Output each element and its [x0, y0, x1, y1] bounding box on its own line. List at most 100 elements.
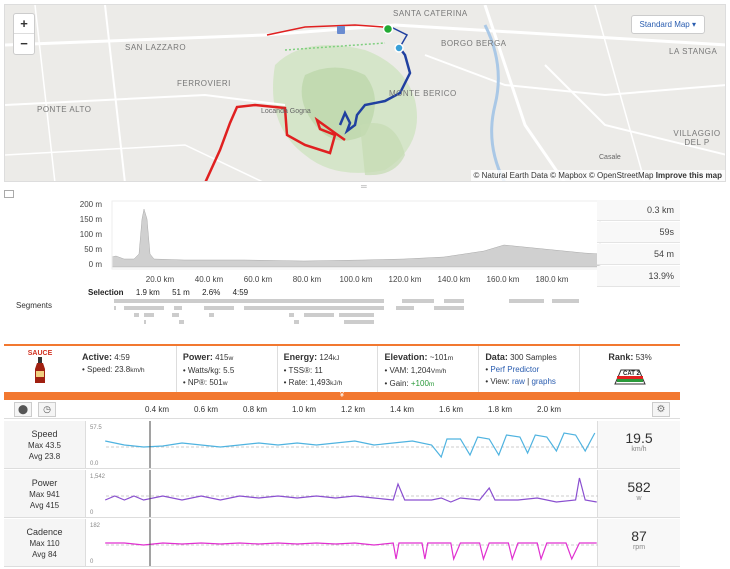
route-map[interactable]: SANTA CATERINA SAN LAZZARO FERROVIERI PO… [4, 4, 726, 182]
metric-row-cadence[interactable]: Cadence Max 110 Avg 84 87 rpm 182 0 [4, 519, 680, 567]
segment-bar [304, 313, 334, 317]
map-label-san-lazzaro: SAN LAZZARO [125, 43, 187, 52]
power-value: 415 [215, 353, 229, 362]
distance-tick: 1.0 km [292, 405, 317, 414]
segment-bar [172, 313, 179, 317]
segment-bar [402, 299, 434, 303]
elevation-profile [111, 208, 601, 268]
elevation-x-tick: 160.0 km [487, 275, 520, 284]
clock-icon[interactable]: ◷ [38, 402, 56, 417]
segment-bar [204, 306, 234, 310]
elevation-y-tick: 150 m [80, 215, 103, 224]
elevation-y-tick: 50 m [84, 245, 102, 254]
map-type-select[interactable]: Standard Map ▾ [630, 15, 705, 34]
map-label-casale: Casale [599, 154, 621, 161]
metric-axis-top: 57.5 [90, 425, 102, 431]
elevation-x-tick: 100.0 km [340, 275, 373, 284]
metric-label: Cadence Max 110 Avg 84 [4, 519, 86, 566]
metric-name: Power [31, 478, 58, 488]
zoom-in-button[interactable]: + [14, 14, 34, 34]
elevation-x-tick: 180.0 km [536, 275, 569, 284]
metric-row-speed[interactable]: Speed Max 43.5 Avg 23.8 19.5 km/h 57.5 0.… [4, 421, 680, 469]
segments-label: Segments [16, 301, 53, 310]
metric-avg: Avg 415 [29, 501, 60, 510]
elevation-y-tick: 0 m [89, 260, 103, 269]
segment-bar [114, 306, 116, 310]
map-canvas [5, 5, 725, 181]
cat-badge-icon[interactable]: CAT 2 [613, 364, 647, 386]
metric-label: Speed Max 43.5 Avg 23.8 [4, 421, 86, 468]
energy-label: Energy: [283, 352, 318, 362]
distance-tick: 1.4 km [390, 405, 415, 414]
metric-max: Max 43.5 [28, 441, 61, 450]
marker-icon[interactable]: ⬤ [14, 402, 32, 417]
view-raw-link[interactable]: raw [512, 377, 525, 386]
distance-tick: 2.0 km [537, 405, 562, 414]
metric-graph: 1,542 0 [90, 470, 598, 517]
metric-value: 87 [631, 528, 647, 544]
data-value: 300 Samples [510, 353, 557, 362]
segment-bar [396, 306, 414, 310]
metric-axis-top: 182 [90, 523, 101, 529]
collapse-bar[interactable]: ¥ [4, 392, 680, 400]
perf-predictor-link[interactable]: Perf Predictor [490, 365, 540, 374]
segment-bar [294, 320, 299, 324]
metric-avg: Avg 84 [32, 550, 57, 559]
stat-distance: 0.3 km [597, 200, 680, 221]
map-resize-handle[interactable]: ═ [361, 182, 367, 191]
zoom-control: + − [13, 13, 35, 55]
metric-name: Cadence [26, 527, 63, 537]
np-unit: w [222, 380, 228, 387]
elevation-y-tick: 100 m [80, 230, 103, 239]
distance-tick: 0.8 km [243, 405, 268, 414]
elevation-x-tick: 140.0 km [438, 275, 471, 284]
segment-bar [339, 313, 374, 317]
metric-graph: 57.5 0.0 [90, 421, 598, 468]
sauce-data: Data: 300 Samples • Perf Predictor • Vie… [479, 346, 581, 392]
vam-value: 1,204 [410, 366, 431, 375]
elevation-chart[interactable]: 200 m 150 m 100 m 50 m 0 m 20.0 km 40.0 km 60.… [4, 199, 726, 344]
elevation-x-tick: 120.0 km [389, 275, 422, 284]
sauce-rank: Rank: 53% CAT 2 [580, 346, 680, 392]
view-separator: | [527, 377, 530, 386]
elevation-value: ~101 [429, 353, 448, 362]
map-label-villaggio: VILLAGGIO DEL P [673, 129, 721, 147]
segments-track [114, 299, 579, 324]
zoom-out-button[interactable]: − [20, 36, 28, 51]
sauce-elevation: Elevation: ~101m • VAM: 1,204Vm/h • Gain… [378, 346, 480, 392]
power-label: Power: [182, 352, 213, 362]
view-graphs-link[interactable]: graphs [531, 377, 556, 386]
energy-value: 124 [319, 353, 333, 362]
metric-line [104, 477, 597, 503]
selection-elevation: 51 m [172, 288, 190, 297]
gear-icon[interactable]: ⚙ [652, 402, 670, 417]
attribution-text[interactable]: © Natural Earth Data © Mapbox © OpenStre… [473, 171, 654, 180]
improve-map-link[interactable]: Improve this map [655, 171, 722, 180]
map-label-ferrovieri: FERROVIERI [177, 79, 231, 88]
metric-value-box: 582 w [597, 470, 680, 517]
selection-time: 4:59 [232, 288, 249, 297]
collapse-icon[interactable] [4, 190, 14, 198]
segment-bar [144, 313, 154, 317]
vam-label: • VAM: [384, 366, 409, 375]
segment-bar [209, 313, 214, 317]
sauce-energy: Energy: 124kJ • TSS®: 11 • Rate: 1,493kJ… [278, 346, 379, 392]
segment-bar [244, 306, 384, 310]
tss-label: • TSS®: [283, 366, 313, 375]
map-label-ponte-alto: PONTE ALTO [37, 105, 92, 114]
gain-label: • Gain: [384, 379, 409, 388]
selection-distance: 1.9 km [135, 288, 160, 297]
metric-row-power[interactable]: Power Max 941 Avg 415 582 w 1,542 0 [4, 470, 680, 518]
metric-unit: km/h [631, 446, 647, 453]
gain-value: +100 [410, 379, 429, 388]
map-label-santa-caterina: SANTA CATERINA [393, 9, 468, 18]
elevation-x-tick: 20.0 km [146, 275, 175, 284]
sauce-logo: SAUCE [4, 346, 76, 392]
map-label-monte-berico: MONTE BERICO [389, 89, 457, 98]
active-value: 4:59 [114, 353, 130, 362]
metric-max: Max 110 [29, 539, 60, 548]
distance-tick: 0.4 km [145, 405, 170, 414]
speed-unit: km/h [130, 367, 145, 374]
elevation-x-tick: 60.0 km [244, 275, 273, 284]
segment-bar [144, 320, 146, 324]
